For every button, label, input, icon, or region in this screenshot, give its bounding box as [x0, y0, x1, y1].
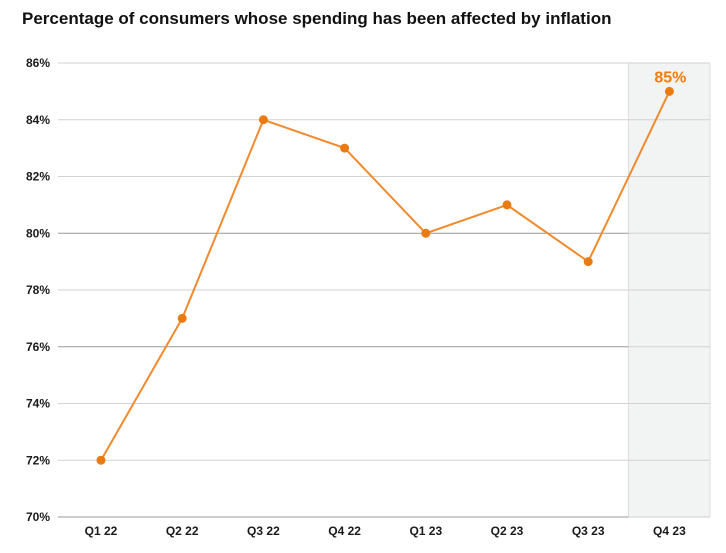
x-tick-label: Q2 23: [491, 524, 524, 538]
x-tick-label: Q4 23: [653, 524, 686, 538]
chart-title: Percentage of consumers whose spending h…: [22, 9, 612, 28]
x-tick-label: Q3 23: [572, 524, 605, 538]
x-tick-label: Q2 22: [166, 524, 199, 538]
x-tick-label: Q4 22: [328, 524, 361, 538]
y-tick-label: 86%: [26, 56, 50, 70]
x-tick-label: Q1 23: [409, 524, 442, 538]
y-tick-label: 72%: [26, 453, 50, 467]
data-point: [258, 115, 268, 125]
x-tick-label: Q1 22: [85, 524, 118, 538]
x-tick-label: Q3 22: [247, 524, 280, 538]
y-tick-label: 84%: [26, 113, 50, 127]
y-tick-label: 80%: [26, 226, 50, 240]
y-tick-label: 74%: [26, 397, 50, 411]
data-point: [583, 257, 593, 267]
data-point: [340, 143, 350, 153]
highlight-value-label: 85%: [654, 69, 686, 86]
series-line: [100, 90, 671, 461]
y-tick-label: 76%: [26, 340, 50, 354]
data-point: [664, 86, 674, 96]
data-point: [421, 228, 431, 238]
y-tick-label: 82%: [26, 170, 50, 184]
data-point: [177, 313, 187, 323]
y-tick-label: 78%: [26, 283, 50, 297]
data-point: [96, 455, 106, 465]
y-tick-label: 70%: [26, 510, 50, 524]
data-point: [502, 200, 512, 210]
